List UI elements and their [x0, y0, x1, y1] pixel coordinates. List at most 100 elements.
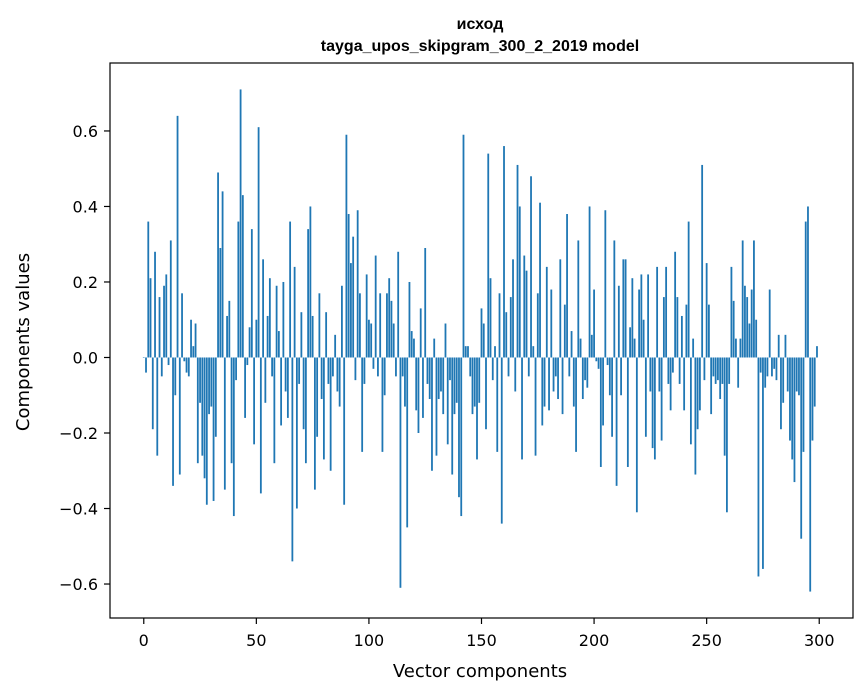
x-tick-label: 150 [466, 631, 497, 650]
x-axis-label: Vector components [393, 661, 567, 682]
x-tick-label: 200 [579, 631, 610, 650]
bar-component-225 [649, 357, 652, 392]
bar-component-259 [726, 357, 728, 513]
bar-component-90 [345, 134, 348, 358]
bar-component-55 [266, 315, 269, 358]
bar-component-200 [593, 289, 595, 358]
bar-component-103 [374, 255, 377, 358]
bar-component-132 [440, 357, 442, 392]
bar-component-36 [223, 357, 226, 490]
bar-component-257 [721, 357, 724, 384]
bar-component-93 [352, 236, 355, 358]
x-tick-label: 0 [139, 631, 149, 650]
bar-component-8 [160, 357, 163, 377]
bar-component-265 [739, 338, 742, 358]
bar-component-135 [446, 357, 449, 445]
bar-component-276 [764, 357, 767, 388]
bar-component-223 [644, 357, 647, 437]
bar-component-163 [509, 297, 512, 358]
bar-component-19 [185, 357, 188, 373]
bar-component-16 [178, 357, 181, 475]
bar-component-172 [530, 176, 532, 358]
bar-component-159 [500, 357, 503, 524]
bar-component-171 [527, 357, 530, 377]
y-tick-label: 0.0 [73, 348, 98, 367]
x-tick-label: 300 [804, 631, 835, 650]
bar-component-170 [525, 270, 528, 358]
bar-component-73 [307, 229, 310, 358]
bar-component-26 [201, 357, 204, 456]
bar-component-192 [575, 357, 577, 452]
bar-component-50 [255, 319, 258, 358]
bar-component-240 [683, 357, 686, 411]
bar-component-23 [194, 323, 197, 358]
bar-component-148 [476, 357, 478, 460]
bar-component-142 [462, 134, 465, 358]
bar-component-235 [671, 357, 674, 373]
bar-component-143 [464, 346, 467, 358]
bar-component-87 [338, 357, 341, 407]
bar-component-69 [298, 357, 301, 384]
bar-component-92 [350, 263, 352, 358]
bar-component-217 [631, 278, 634, 358]
bar-component-206 [606, 357, 609, 366]
bar-component-165 [514, 357, 517, 392]
bar-component-146 [471, 357, 474, 415]
bar-component-254 [714, 357, 717, 384]
bar-component-147 [473, 357, 476, 407]
bar-component-67 [293, 266, 296, 358]
bar-component-116 [404, 357, 406, 407]
bar-component-222 [642, 319, 645, 358]
bar-component-66 [291, 357, 294, 562]
bar-component-100 [368, 319, 370, 358]
bar-component-141 [460, 357, 463, 517]
bar-component-117 [406, 357, 409, 528]
bar-component-122 [417, 357, 420, 433]
bar-component-95 [356, 210, 359, 358]
bar-component-271 [753, 240, 755, 358]
bar-component-286 [786, 357, 789, 392]
bar-component-21 [190, 319, 192, 358]
bar-component-209 [613, 240, 616, 358]
bar-component-157 [496, 357, 499, 452]
bar-component-203 [599, 357, 602, 467]
bar-component-188 [566, 214, 568, 358]
bar-component-130 [435, 357, 438, 456]
bar-component-22 [192, 346, 195, 358]
bar-component-35 [221, 191, 224, 358]
bar-component-124 [422, 357, 424, 418]
bar-component-292 [800, 357, 803, 539]
bar-component-149 [478, 357, 481, 403]
bar-component-40 [232, 357, 235, 517]
bar-component-20 [187, 357, 190, 377]
bar-component-101 [370, 323, 373, 358]
bar-component-282 [777, 334, 780, 358]
bar-component-140 [458, 357, 460, 498]
y-axis-ticks: 0.6 0.4 0.2 0.0 −0.2 −0.4 −0.6 [59, 122, 110, 594]
bar-component-91 [347, 214, 350, 358]
bar-component-178 [543, 357, 546, 407]
bar-component-221 [640, 274, 643, 358]
bar-component-264 [737, 357, 740, 388]
bar-component-197 [586, 357, 589, 388]
bars-group [142, 89, 818, 592]
bar-component-144 [467, 346, 469, 358]
bar-component-269 [748, 323, 751, 358]
bar-component-128 [431, 357, 433, 471]
bar-component-215 [626, 357, 629, 467]
bar-component-212 [620, 357, 622, 396]
chart-title: исход [457, 16, 504, 33]
bar-component-7 [158, 297, 161, 358]
bar-component-33 [217, 172, 219, 358]
bar-component-49 [253, 357, 255, 445]
bar-component-34 [219, 248, 222, 358]
bar-component-177 [541, 357, 544, 426]
bar-component-245 [694, 357, 697, 475]
bar-component-127 [428, 357, 431, 400]
bar-component-289 [793, 357, 796, 483]
bar-component-18 [183, 357, 186, 362]
bar-component-45 [244, 357, 246, 418]
bar-component-298 [813, 357, 816, 407]
bar-component-213 [622, 259, 625, 358]
bar-component-150 [480, 308, 483, 358]
